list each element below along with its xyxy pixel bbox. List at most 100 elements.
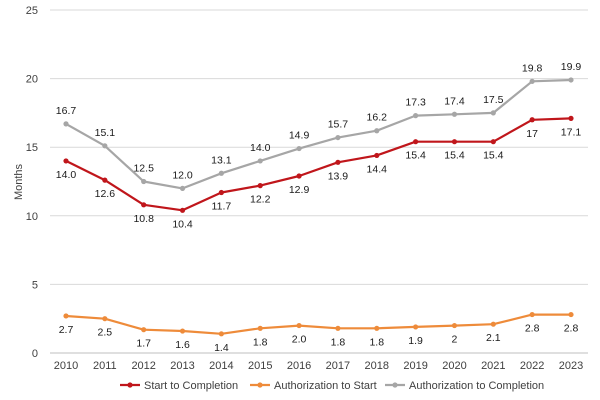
y-axis-title: Months — [13, 163, 25, 200]
x-tick-label: 2019 — [403, 360, 427, 372]
data-label: 2 — [452, 334, 458, 346]
data-point — [141, 202, 147, 208]
data-point — [141, 178, 147, 185]
x-tick-label: 2017 — [326, 360, 350, 372]
data-label: 10.8 — [133, 213, 154, 225]
legend: Start to Completion Authorization to Star… — [120, 380, 544, 392]
x-axis-ticks: 2010 2011 2012 2013 2014 2015 2016 2017 2018 2019… — [54, 360, 583, 372]
data-label: 10.4 — [172, 218, 193, 230]
data-point — [335, 134, 341, 141]
x-tick-label: 2011 — [93, 360, 117, 372]
data-label: 12.6 — [95, 188, 116, 200]
data-label: 2.1 — [486, 332, 501, 344]
data-point — [568, 77, 574, 83]
data-label: 17 — [526, 128, 538, 140]
data-point — [102, 177, 108, 183]
data-point — [490, 110, 496, 116]
legend-label: Authorization to Completion — [409, 380, 544, 392]
y-tick-label: 15 — [26, 142, 38, 154]
data-label: 1.8 — [253, 336, 268, 348]
data-label: 1.8 — [331, 336, 346, 348]
legend-item: Start to Completion — [120, 380, 238, 392]
legend-item: Authorization to Start — [250, 380, 377, 392]
data-point — [296, 145, 302, 152]
data-label: 12.9 — [289, 184, 310, 196]
y-tick-label: 25 — [26, 5, 38, 17]
legend-label: Start to Completion — [144, 380, 238, 392]
data-label: 12.0 — [172, 169, 193, 181]
data-label: 11.7 — [212, 200, 232, 212]
data-label: 15.1 — [95, 127, 116, 139]
data-label: 14.4 — [367, 163, 388, 175]
data-point — [63, 158, 69, 164]
data-label: 19.9 — [561, 61, 582, 73]
data-point — [218, 170, 224, 176]
data-label: 19.8 — [522, 62, 543, 74]
x-tick-label: 2014 — [209, 360, 233, 372]
x-tick-label: 2010 — [54, 360, 78, 372]
data-point — [141, 327, 147, 333]
series-line — [65, 117, 572, 212]
data-point — [296, 173, 302, 179]
data-label: 1.4 — [214, 342, 229, 354]
data-label: 1.8 — [369, 336, 384, 348]
legend-marker — [392, 382, 398, 388]
data-label: 12.2 — [250, 194, 271, 206]
data-point — [179, 207, 186, 213]
series-line — [65, 313, 571, 335]
data-label: 15.7 — [328, 119, 349, 131]
data-label: 15.4 — [444, 150, 465, 162]
data-label: 14.9 — [289, 130, 310, 142]
x-tick-label: 2013 — [170, 360, 194, 372]
x-tick-label: 2016 — [287, 360, 311, 372]
data-label: 2.8 — [564, 323, 579, 335]
data-label: 17.5 — [483, 94, 504, 106]
data-point — [218, 189, 224, 196]
x-tick-label: 2023 — [559, 360, 583, 372]
legend-label: Authorization to Start — [274, 380, 377, 392]
data-point — [490, 321, 496, 327]
data-label: 1.6 — [175, 339, 190, 351]
legend-marker — [127, 382, 133, 388]
data-point — [63, 313, 69, 319]
data-point — [374, 128, 380, 134]
data-point — [451, 322, 458, 329]
data-label: 17.4 — [444, 95, 465, 107]
data-point — [490, 139, 496, 145]
x-tick-label: 2020 — [442, 360, 466, 372]
legend-item: Authorization to Completion — [385, 380, 544, 392]
data-point — [451, 111, 458, 117]
data-point — [257, 158, 263, 164]
gridlines — [50, 9, 588, 354]
data-point — [335, 159, 341, 165]
data-point — [257, 325, 263, 331]
data-point — [413, 324, 419, 330]
x-tick-label: 2012 — [131, 360, 155, 372]
data-point — [102, 143, 108, 149]
data-point — [451, 139, 458, 145]
data-label: 2.7 — [59, 324, 74, 336]
data-label: 16.7 — [56, 105, 77, 117]
data-point — [179, 185, 186, 191]
data-point — [529, 117, 535, 123]
data-label: 16.2 — [367, 112, 388, 124]
data-label: 13.9 — [328, 170, 349, 182]
data-label: 17.1 — [561, 126, 582, 138]
y-tick-label: 0 — [32, 348, 38, 360]
data-point — [529, 311, 535, 318]
data-point — [374, 152, 380, 159]
data-point — [102, 316, 108, 322]
data-label: 13.1 — [211, 154, 232, 166]
data-point — [296, 322, 302, 329]
data-label: 12.5 — [133, 163, 154, 175]
data-label: 2.5 — [98, 327, 113, 339]
data-point — [179, 328, 186, 334]
legend-marker — [257, 382, 263, 388]
series-0: 14.0 12.6 10.8 10.4 11.7 12.2 12.9 13.9 14.4 15.4… — [56, 115, 582, 230]
series-2: 16.7 15.1 12.5 12.0 13.1 14.0 14.9 15.7 16.2 17.3… — [56, 61, 582, 191]
data-label: 14.0 — [250, 142, 271, 154]
x-tick-label: 2015 — [248, 360, 272, 372]
x-tick-label: 2022 — [520, 360, 544, 372]
data-point — [374, 325, 380, 331]
